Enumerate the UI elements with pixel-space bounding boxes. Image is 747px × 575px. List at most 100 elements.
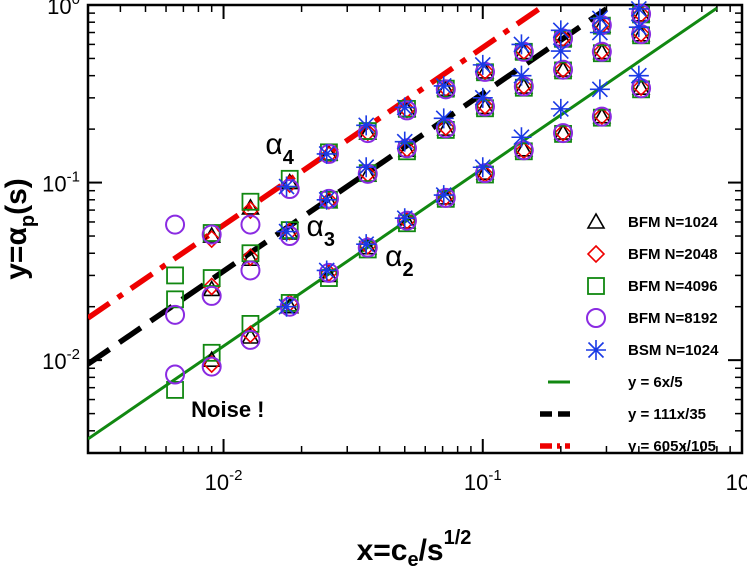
x-axis-title-tail: /s (419, 534, 444, 567)
legend-label: BFM N=4096 (628, 278, 718, 295)
data-point-asterisk (628, 65, 649, 86)
fit-line (88, 5, 545, 321)
x-tick-label: 10-1 (464, 467, 502, 495)
data-point-diamond (514, 76, 533, 96)
y-tick-label-base: 10 (47, 0, 71, 19)
y-tick-label-exp: 0 (72, 0, 80, 8)
legend-label: BSM N=1024 (628, 342, 719, 359)
data-point-circle (318, 262, 339, 283)
data-point-diamond (202, 277, 221, 296)
data-point-circle (165, 364, 186, 385)
fit-line (88, 6, 609, 367)
data-point-diamond (436, 187, 455, 207)
data-point-diamond (241, 200, 260, 220)
data-point-diamond (631, 77, 651, 97)
axis-ticks (87, 4, 743, 454)
x-axis-title-sup: 1/2 (444, 527, 472, 549)
data-point-asterisk (472, 87, 493, 108)
data-point-circle (631, 78, 652, 99)
data-point-circle (435, 79, 456, 100)
data-point-asterisk (589, 22, 610, 43)
x-tick-label-exp: -2 (229, 467, 242, 484)
y-tick-label: 100 (47, 0, 80, 19)
x-tick-label-base: 10 (205, 470, 229, 495)
legend-label: y = 6x/5 (628, 374, 683, 391)
data-point-triangle (553, 123, 573, 140)
data-point-circle (279, 179, 300, 200)
data-point-asterisk (433, 108, 454, 129)
data-point-diamond (553, 123, 573, 142)
y-tick-label-exp: -2 (67, 346, 80, 363)
x-tick-label-base: 10 (464, 470, 488, 495)
data-point-asterisk (511, 34, 532, 55)
data-point-asterisk (433, 185, 454, 206)
tick-labels: 10-210-110010-210-1100 (42, 0, 747, 495)
data-point-asterisk (628, 0, 649, 19)
data-point-circle (513, 140, 534, 161)
y-axis-title-tail: (s) (0, 178, 33, 215)
y-tick-label: 10-1 (42, 169, 80, 197)
data-point-circle (279, 226, 300, 247)
data-point-circle (165, 214, 186, 235)
annotation-alpha: α2 (385, 240, 413, 281)
data-point-asterisk (472, 157, 493, 178)
data-point-circle (396, 100, 417, 121)
data-point-triangle (592, 107, 612, 124)
data-point-asterisk (433, 75, 454, 96)
y-tick-label-base: 10 (42, 349, 66, 374)
legend-label: y = 605x/105 (628, 438, 716, 455)
data-point-asterisk (472, 54, 493, 75)
alpha-subscript: 2 (402, 259, 413, 281)
x-axis-title-main: x=c (357, 534, 408, 567)
data-point-asterisk (589, 8, 610, 29)
data-point-diamond (553, 60, 573, 79)
data-markers (165, 0, 652, 399)
data-point-asterisk (394, 97, 415, 118)
data-point-triangle (553, 60, 573, 77)
legend-marker (586, 212, 606, 229)
x-tick-label: 10-2 (205, 467, 243, 495)
annotation-alpha: α4 (265, 128, 294, 169)
data-point-asterisk (356, 234, 377, 255)
legend-marker (586, 308, 606, 328)
data-point-square (241, 192, 260, 211)
data-point-diamond (241, 248, 260, 267)
legend-label: y = 111x/35 (628, 406, 706, 423)
legend-marker (586, 340, 606, 360)
y-axis-title: y=αp(s) (0, 178, 39, 280)
data-point-circle (591, 41, 612, 62)
x-axis-title-sub: e (407, 549, 418, 570)
annotation-alpha: α3 (307, 210, 335, 251)
y-tick-label-base: 10 (42, 172, 66, 197)
data-point-circle (318, 188, 339, 209)
x-tick-label-base: 10 (726, 470, 747, 495)
data-point-asterisk (394, 208, 415, 229)
legend-label: BFM N=1024 (628, 214, 718, 231)
data-point-diamond (475, 96, 495, 116)
data-point-triangle (592, 42, 612, 60)
data-point-asterisk (550, 98, 571, 119)
data-point-circle (591, 106, 612, 127)
y-axis-title-main: y=α (0, 227, 33, 280)
data-point-square (202, 343, 221, 362)
data-point-asterisk (511, 65, 532, 86)
data-point-circle (201, 224, 222, 245)
data-point-circle (165, 304, 186, 325)
data-point-asterisk (589, 79, 610, 100)
data-point-square (166, 290, 184, 309)
data-point-asterisk (276, 296, 297, 317)
data-point-circle (553, 59, 574, 80)
data-point-triangle (475, 163, 495, 180)
data-point-triangle (514, 140, 534, 157)
data-point-diamond (592, 106, 611, 126)
x-tick-label: 100 (726, 467, 747, 495)
alpha-symbol: α (265, 128, 282, 161)
data-point-asterisk (550, 20, 571, 41)
data-point-diamond (436, 118, 455, 137)
alpha-subscript: 4 (283, 147, 295, 169)
data-point-circle (553, 28, 574, 49)
data-point-circle (631, 3, 652, 24)
alpha-symbol: α (307, 210, 324, 243)
